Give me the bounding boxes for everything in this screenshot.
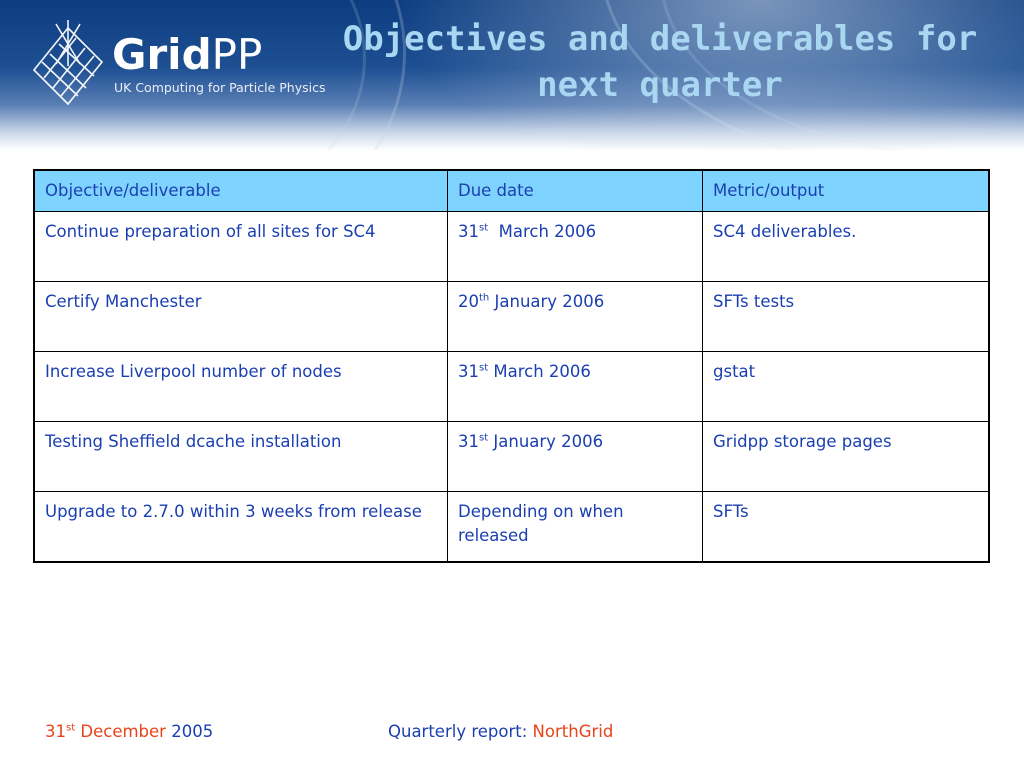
gridpp-logo-icon	[32, 20, 104, 106]
table-row: Continue preparation of all sites for SC…	[33, 211, 990, 282]
deliverables-table: Objective/deliverable Due date Metric/ou…	[33, 169, 990, 563]
metric-cell: SFTs	[702, 491, 990, 563]
logo-wordmark: GridPP	[112, 30, 263, 79]
due-date-cell: 31st March 2006	[447, 351, 703, 422]
objective-cell: Certify Manchester	[33, 281, 448, 352]
due-date-cell: Depending on when released	[447, 491, 703, 563]
table-row: Increase Liverpool number of nodes 31st …	[33, 351, 990, 422]
objective-cell: Upgrade to 2.7.0 within 3 weeks from rel…	[33, 491, 448, 563]
page-title: Objectives and deliverables for next qua…	[342, 19, 978, 105]
due-date-cell: 20th January 2006	[447, 281, 703, 352]
objective-cell: Increase Liverpool number of nodes	[33, 351, 448, 422]
objective-cell: Testing Sheffield dcache installation	[33, 421, 448, 492]
table-header-row: Objective/deliverable Due date Metric/ou…	[33, 169, 990, 212]
metric-cell: gstat	[702, 351, 990, 422]
due-date-cell: 31st January 2006	[447, 421, 703, 492]
column-header-objective: Objective/deliverable	[33, 169, 448, 212]
footer-report: Quarterly report: NorthGrid	[388, 722, 614, 741]
metric-cell: SC4 deliverables.	[702, 211, 990, 282]
header-banner: GridPP UK Computing for Particle Physics…	[0, 0, 1024, 150]
table-row: Testing Sheffield dcache installation 31…	[33, 421, 990, 492]
metric-cell: Gridpp storage pages	[702, 421, 990, 492]
table-row: Upgrade to 2.7.0 within 3 weeks from rel…	[33, 491, 990, 563]
logo-subtitle: UK Computing for Particle Physics	[114, 80, 326, 95]
metric-cell: SFTs tests	[702, 281, 990, 352]
column-header-metric: Metric/output	[702, 169, 990, 212]
due-date-cell: 31st March 2006	[447, 211, 703, 282]
table-row: Certify Manchester 20th January 2006 SFT…	[33, 281, 990, 352]
objective-cell: Continue preparation of all sites for SC…	[33, 211, 448, 282]
column-header-due-date: Due date	[447, 169, 703, 212]
footer-date: 31st December 2005	[45, 722, 214, 741]
